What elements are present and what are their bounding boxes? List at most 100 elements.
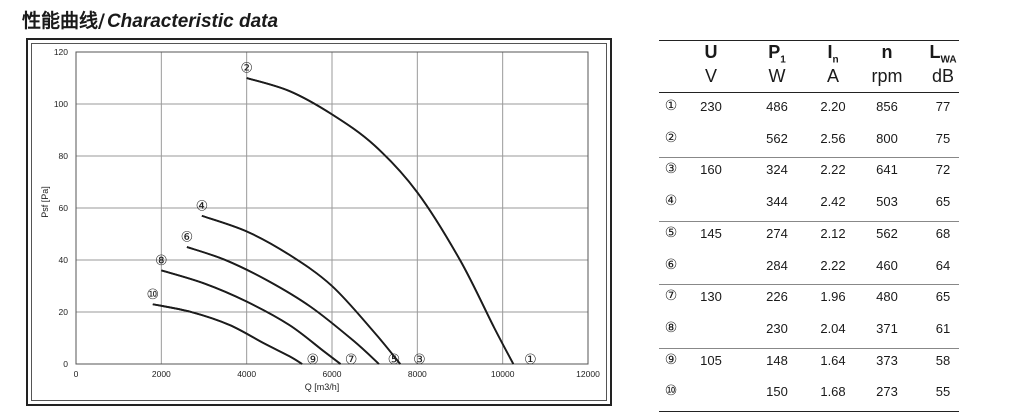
x-tick-label-5: 10000 <box>491 369 515 379</box>
header-symbol-text: P <box>768 42 781 62</box>
cell-1-LWA: 77 <box>935 99 951 114</box>
cell-9-LWA: 58 <box>935 352 951 368</box>
curve-7 <box>161 269 342 365</box>
cell-9-In: 1.64 <box>820 352 846 368</box>
curve-3 <box>201 214 401 365</box>
characteristic-chart: 0 2000 4000 6000 8000 10000 12000 0 20 40 60 80 100 1… <box>40 47 600 392</box>
y-tick-label-1: 20 <box>59 307 69 317</box>
curve-label-8: ⑦ <box>345 352 358 368</box>
cell-5-In: 2.12 <box>820 225 846 241</box>
header-subscript: n <box>832 54 839 66</box>
y-axis-label: Psf [Pa] <box>40 186 50 218</box>
x-tick-label-2: 4000 <box>237 369 256 379</box>
x-tick-label-0: 0 <box>74 369 79 379</box>
cell-8-LWA: 61 <box>935 320 951 336</box>
cell-5-U: 145 <box>700 225 722 241</box>
x-axis-label: Q [m3/h] <box>305 382 340 392</box>
cell-1-In: 2.20 <box>820 99 846 114</box>
row-group-rule-8 <box>659 347 959 349</box>
curve-label-9: ⑩ <box>147 287 160 303</box>
row-id-2: ② <box>664 129 678 146</box>
cell-5-P1: 274 <box>766 225 788 241</box>
cell-2-In: 2.56 <box>820 130 846 146</box>
row-id-7: ⑦ <box>664 288 678 305</box>
header-symbol-2: In <box>803 42 863 66</box>
cell-6-n: 460 <box>876 257 898 273</box>
header-unit-4: dB <box>931 66 955 86</box>
header-symbol-text: I <box>827 42 833 62</box>
y-tick-label-3: 60 <box>59 203 69 213</box>
cell-8-n: 371 <box>876 320 898 336</box>
cell-4-n: 503 <box>876 194 898 210</box>
cell-1-P1: 486 <box>766 99 788 114</box>
cell-10-P1: 150 <box>766 384 788 400</box>
page-title: 性能曲线/Characteristic data <box>22 6 278 33</box>
row-group-rule-6 <box>659 284 959 286</box>
header-subscript: WA <box>940 54 957 66</box>
curve-2 <box>246 77 515 365</box>
x-tick-label-6: 12000 <box>576 369 600 379</box>
cell-9-n: 373 <box>876 352 898 368</box>
table-top-rule <box>659 40 959 41</box>
curve-label-7: ⑧ <box>155 253 168 269</box>
curve-label-4: ③ <box>413 352 426 368</box>
y-tick-label-2: 40 <box>59 255 69 265</box>
curve-4 <box>201 214 401 365</box>
curve-8 <box>161 269 342 365</box>
plot-area <box>75 51 589 365</box>
header-symbol-4: LWA <box>913 42 973 66</box>
cell-2-P1: 562 <box>766 130 788 146</box>
cell-8-In: 2.04 <box>820 320 846 336</box>
row-id-10: ⑩ <box>664 383 678 400</box>
cell-4-P1: 344 <box>766 194 788 210</box>
curve-10 <box>152 303 303 365</box>
header-unit-0: V <box>704 66 717 86</box>
x-tick-label-1: 2000 <box>152 369 171 379</box>
cell-6-In: 2.22 <box>820 257 846 273</box>
cell-8-P1: 230 <box>766 320 788 336</box>
cell-3-LWA: 72 <box>935 162 951 178</box>
x-tick-label-3: 6000 <box>323 369 342 379</box>
cell-5-LWA: 68 <box>935 225 951 241</box>
header-symbol-text: U <box>704 42 718 62</box>
x-tick-label-4: 8000 <box>408 369 427 379</box>
y-tick-label-0: 0 <box>63 359 68 369</box>
cell-10-In: 1.68 <box>820 384 846 400</box>
cell-2-n: 800 <box>876 130 898 146</box>
curve-1 <box>246 77 515 365</box>
row-id-9: ⑨ <box>664 351 678 368</box>
row-id-1: ① <box>664 98 678 114</box>
cell-3-n: 641 <box>876 162 898 178</box>
cell-9-P1: 148 <box>766 352 788 368</box>
y-tick-label-5: 100 <box>54 99 68 109</box>
y-tick-label-6: 120 <box>54 47 68 57</box>
header-symbol-text: L <box>929 42 941 62</box>
row-id-8: ⑧ <box>664 319 678 336</box>
curve-6 <box>186 246 380 365</box>
row-id-6: ⑥ <box>664 256 678 273</box>
cell-3-In: 2.22 <box>820 162 846 178</box>
cell-7-U: 130 <box>700 289 722 305</box>
cell-9-U: 105 <box>700 352 722 368</box>
row-group-rule-2 <box>659 157 959 159</box>
row-group-rule-4 <box>659 220 959 222</box>
header-symbol-0: U <box>681 42 741 63</box>
curve-label-3: ④ <box>196 198 209 214</box>
cell-6-P1: 284 <box>766 257 788 273</box>
curve-9 <box>152 303 303 365</box>
row-id-3: ③ <box>664 161 678 178</box>
cell-1-n: 856 <box>876 99 898 114</box>
curve-label-10: ⑨ <box>307 352 320 368</box>
header-symbol-text: n <box>881 42 893 62</box>
cell-6-LWA: 64 <box>935 257 951 273</box>
cell-3-U: 160 <box>700 162 722 178</box>
header-symbol-1: P1 <box>747 42 807 66</box>
cell-2-LWA: 75 <box>935 130 951 146</box>
cell-7-P1: 226 <box>766 289 788 305</box>
cell-7-In: 1.96 <box>820 289 846 305</box>
header-unit-3: rpm <box>871 66 903 86</box>
row-id-4: ④ <box>664 193 678 210</box>
chart-frame <box>26 38 612 406</box>
row-id-5: ⑤ <box>664 224 678 241</box>
cell-7-n: 480 <box>876 289 898 305</box>
